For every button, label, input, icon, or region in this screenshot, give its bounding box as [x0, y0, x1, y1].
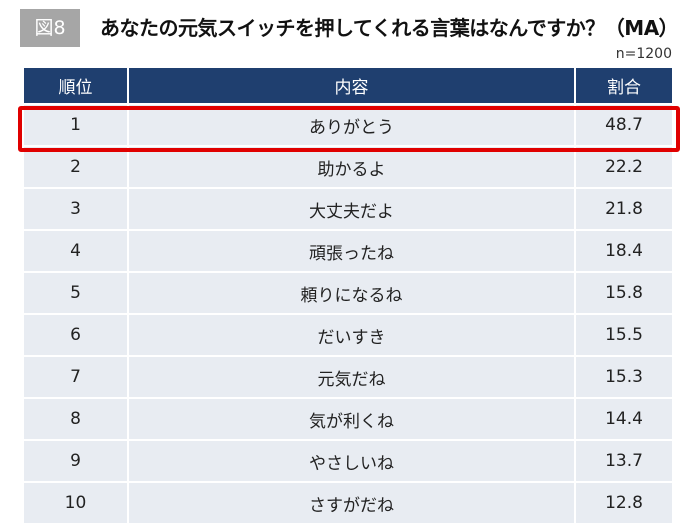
rank-cell: 9 [22, 439, 129, 483]
phrase-cell: さすがだね [127, 481, 576, 525]
phrase-cell: 元気だね [127, 355, 576, 399]
table-row: 3 大丈夫だよ 21.8 [22, 187, 674, 231]
phrase-cell: 頼りになるね [127, 271, 576, 315]
percent-cell: 12.8 [574, 481, 674, 525]
table-header-row: 順位 内容 割合 [22, 68, 674, 104]
header-percent: 割合 [574, 68, 674, 104]
percent-cell: 18.4 [574, 229, 674, 273]
rank-cell: 5 [22, 271, 129, 315]
table-row: 8 気が利くね 14.4 [22, 397, 674, 441]
phrase-cell: 助かるよ [127, 145, 576, 189]
page-title: あなたの元気スイッチを押してくれる言葉はなんですか？（MA） [100, 16, 679, 40]
table-row: 5 頼りになるね 15.8 [22, 271, 674, 315]
table-row: 10 さすがだね 12.8 [22, 481, 674, 525]
percent-cell: 15.3 [574, 355, 674, 399]
table-row: 9 やさしいね 13.7 [22, 439, 674, 483]
percent-cell: 15.8 [574, 271, 674, 315]
phrase-cell: 気が利くね [127, 397, 576, 441]
percent-cell: 22.2 [574, 145, 674, 189]
percent-cell: 15.5 [574, 313, 674, 357]
rank-cell: 2 [22, 145, 129, 189]
rank-cell: 10 [22, 481, 129, 525]
percent-cell: 48.7 [574, 103, 674, 147]
rank-cell: 4 [22, 229, 129, 273]
percent-cell: 14.4 [574, 397, 674, 441]
rank-cell: 8 [22, 397, 129, 441]
header-phrase: 内容 [127, 68, 576, 104]
percent-cell: 13.7 [574, 439, 674, 483]
table-row: 2 助かるよ 22.2 [22, 145, 674, 189]
figure-label: 図8 [20, 9, 80, 47]
rank-cell: 6 [22, 313, 129, 357]
phrase-cell: だいすき [127, 313, 576, 357]
phrase-cell: やさしいね [127, 439, 576, 483]
phrase-cell: 大丈夫だよ [127, 187, 576, 231]
rank-cell: 3 [22, 187, 129, 231]
table-row: 4 頑張ったね 18.4 [22, 229, 674, 273]
rank-cell: 7 [22, 355, 129, 399]
percent-cell: 21.8 [574, 187, 674, 231]
header-rank: 順位 [22, 68, 129, 104]
table-row: 1 ありがとう 48.7 [22, 103, 674, 147]
table-row: 6 だいすき 15.5 [22, 313, 674, 357]
phrase-cell: ありがとう [127, 103, 576, 147]
phrase-cell: 頑張ったね [127, 229, 576, 273]
table-row: 7 元気だね 15.3 [22, 355, 674, 399]
rank-cell: 1 [22, 103, 129, 147]
sample-size: n=1200 [615, 46, 672, 62]
ranking-table: 順位 内容 割合 1 ありがとう 48.7 2 助かるよ 22.2 3 大丈夫だよ 21.8… [22, 68, 674, 525]
